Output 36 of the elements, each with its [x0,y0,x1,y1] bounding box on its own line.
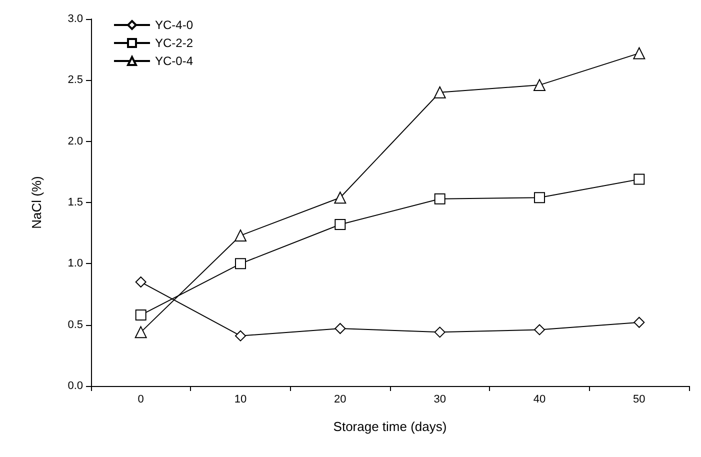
x-tick-label: 10 [234,394,247,406]
legend-label: YC-0-4 [155,54,194,68]
point [334,323,346,334]
point [633,47,646,60]
y-tick-label: 1.0 [68,258,83,270]
point [235,258,246,270]
x-tick-label: 40 [533,394,546,406]
point [634,316,645,328]
point [434,86,446,98]
x-tick-label: 30 [434,394,446,406]
x-tick-label: 50 [633,394,646,406]
legend-label: YC-4-0 [155,18,194,32]
point [235,330,246,342]
y-tick-label: 2.0 [68,135,83,148]
x-tick-label: 20 [334,394,346,406]
point [234,230,246,242]
x-tick-label: 0 [138,394,144,406]
y-tick-label: 0.0 [68,380,83,392]
point [534,79,546,92]
legend-label: YC-2-2 [155,36,194,50]
point [434,193,446,204]
point [634,174,645,185]
point [135,310,146,321]
point [135,276,146,288]
point [334,219,346,230]
point [534,324,545,336]
y-axis-title: NaCl (%) [29,176,44,229]
point [334,192,346,204]
point [434,326,446,338]
y-tick-label: 0.5 [68,318,83,331]
y-tick-label: 1.5 [68,196,83,208]
point [534,192,545,204]
y-tick-label: 3.0 [68,13,83,25]
y-tick-label: 2.5 [68,74,83,86]
x-axis-title: Storage time (days) [333,419,447,434]
point [134,326,147,338]
